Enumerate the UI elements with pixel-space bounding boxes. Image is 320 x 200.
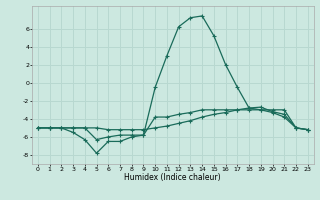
X-axis label: Humidex (Indice chaleur): Humidex (Indice chaleur) [124, 173, 221, 182]
